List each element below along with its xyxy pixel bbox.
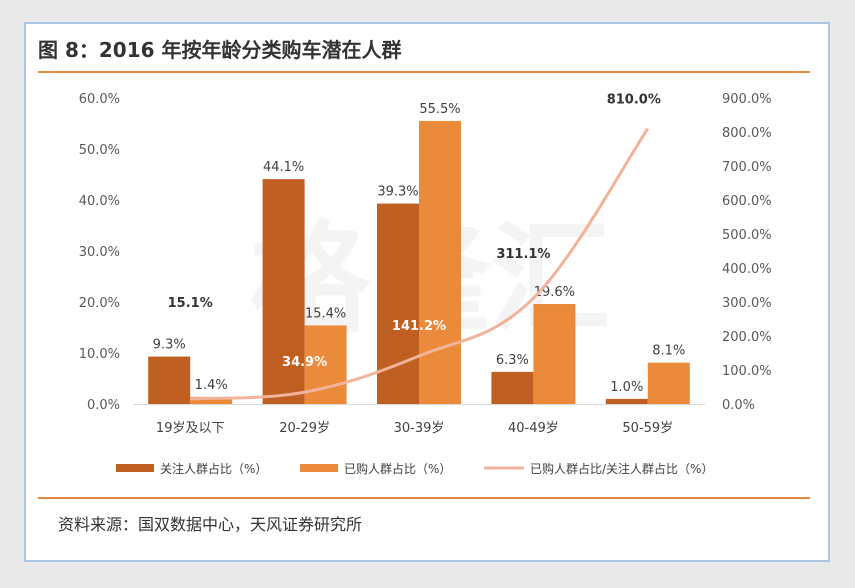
data-label-purchased: 1.4% [195,378,228,393]
data-label-purchased: 15.4% [305,306,346,321]
y-right-tick-label: 0.0% [722,398,755,413]
data-label-purchased: 55.5% [419,102,460,117]
y-left-tick-label: 40.0% [79,194,120,209]
data-label-attention: 44.1% [263,160,304,175]
ratio-line [190,127,650,401]
bar-purchased [190,396,233,404]
legend-attention-label: 关注人群占比（%） [160,461,267,476]
x-tick-label: 50-59岁 [622,421,673,436]
x-tick-label: 19岁及以下 [156,421,225,436]
y-right-tick-label: 200.0% [722,330,772,345]
bar-purchased [647,362,690,404]
legend-attention-swatch [116,464,154,472]
y-left-tick-label: 30.0% [79,245,120,260]
y-left-tick-label: 50.0% [79,143,120,158]
data-label-attention: 39.3% [377,185,418,200]
y-right-tick-label: 700.0% [722,160,772,175]
x-tick-label: 20-29岁 [279,421,330,436]
title-divider [38,71,810,73]
y-right-tick-label: 600.0% [722,194,772,209]
bar-purchased [419,120,461,404]
bar-attention [605,398,648,404]
data-label-ratio: 141.2% [392,319,446,334]
source-note: 资料来源：国双数据中心，天风证券研究所 [58,515,363,534]
legend-ratio-label: 已购人群占比/关注人群占比（%） [530,461,713,476]
y-right-tick-label: 900.0% [722,92,772,107]
y-right-tick-label: 100.0% [722,364,772,379]
source-divider [38,497,810,499]
data-label-purchased: 8.1% [652,344,685,359]
data-label-ratio: 810.0% [607,93,661,108]
y-right-tick-label: 300.0% [722,296,772,311]
y-left-tick-label: 20.0% [79,296,120,311]
y-left-tick-label: 60.0% [79,92,120,107]
bar-attention [377,203,419,404]
y-right-tick-label: 500.0% [722,228,772,243]
legend-purchased-label: 已购人群占比（%） [344,461,451,476]
bar-attention [491,371,534,404]
x-tick-label: 30-39岁 [394,421,445,436]
data-label-attention: 6.3% [496,353,529,368]
x-tick-label: 40-49岁 [508,421,559,436]
bar-purchased [533,304,576,404]
bar-attention [262,179,305,404]
data-label-ratio: 15.1% [168,296,213,311]
bar-attention [148,356,191,404]
data-label-attention: 9.3% [153,338,186,353]
legend-purchased-swatch [300,464,338,472]
data-label-attention: 1.0% [610,380,643,395]
y-right-tick-label: 400.0% [722,262,772,277]
y-left-tick-label: 0.0% [87,398,120,413]
data-label-ratio: 311.1% [496,247,550,262]
y-right-tick-label: 800.0% [722,126,772,141]
data-label-ratio: 34.9% [282,355,327,370]
y-left-tick-label: 10.0% [79,347,120,362]
figure-title: 图 8：2016 年按年龄分类购车潜在人群 [38,38,402,62]
